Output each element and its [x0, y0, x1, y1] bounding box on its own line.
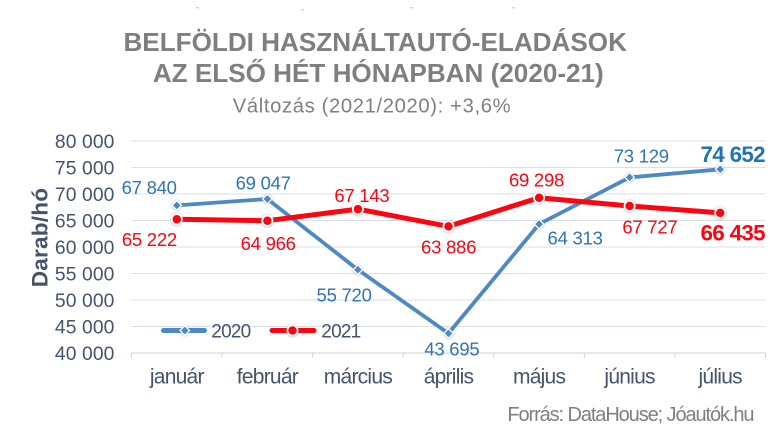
- svg-text:63 886: 63 886: [421, 236, 476, 257]
- svg-text:66 435: 66 435: [701, 220, 766, 245]
- svg-text:40 000: 40 000: [55, 344, 115, 365]
- svg-text:64 313: 64 313: [548, 228, 603, 249]
- svg-text:AZ ELSŐ HÉT HÓNAPBAN (2020-21): AZ ELSŐ HÉT HÓNAPBAN (2020-21): [153, 58, 604, 88]
- svg-text:67 727: 67 727: [622, 217, 677, 238]
- svg-text:64 966: 64 966: [241, 233, 296, 254]
- svg-text:Forrás: DataHouse; Jóautók.hu: Forrás: DataHouse; Jóautók.hu: [507, 404, 753, 426]
- svg-text:73 129: 73 129: [614, 146, 669, 167]
- svg-text:69 047: 69 047: [236, 173, 291, 194]
- svg-text:január: január: [149, 365, 205, 388]
- svg-text:Változás (2021/2020): +3,6%: Változás (2021/2020): +3,6%: [233, 96, 511, 118]
- svg-text:55 000: 55 000: [55, 264, 115, 285]
- svg-text:2021: 2021: [321, 322, 360, 343]
- svg-text:március: március: [324, 365, 393, 388]
- svg-text:Darab/hó: Darab/hó: [28, 188, 53, 288]
- svg-text:április: április: [424, 365, 474, 388]
- svg-text:67 143: 67 143: [334, 185, 389, 206]
- svg-text:BELFÖLDI HASZNÁLTAUTÓ-ELADÁSOK: BELFÖLDI HASZNÁLTAUTÓ-ELADÁSOK: [123, 27, 627, 57]
- svg-text:45 000: 45 000: [55, 317, 115, 338]
- svg-text:69 298: 69 298: [509, 170, 564, 191]
- svg-text:75 000: 75 000: [55, 158, 115, 179]
- svg-text:55 720: 55 720: [317, 285, 372, 306]
- svg-text:70 000: 70 000: [55, 185, 115, 206]
- svg-text:60 000: 60 000: [55, 238, 115, 259]
- svg-text:2020: 2020: [211, 322, 250, 343]
- svg-text:február: február: [237, 365, 299, 388]
- svg-text:65 222: 65 222: [122, 229, 177, 250]
- svg-text:80 000: 80 000: [55, 132, 115, 153]
- svg-text:május: május: [513, 365, 566, 388]
- svg-text:50 000: 50 000: [55, 291, 115, 312]
- svg-text:43 695: 43 695: [424, 338, 479, 359]
- svg-text:július: július: [698, 365, 743, 388]
- svg-text:74 652: 74 652: [701, 142, 766, 167]
- svg-text:június: június: [603, 365, 655, 388]
- svg-text:67 840: 67 840: [122, 177, 177, 198]
- svg-text:65 000: 65 000: [55, 211, 115, 232]
